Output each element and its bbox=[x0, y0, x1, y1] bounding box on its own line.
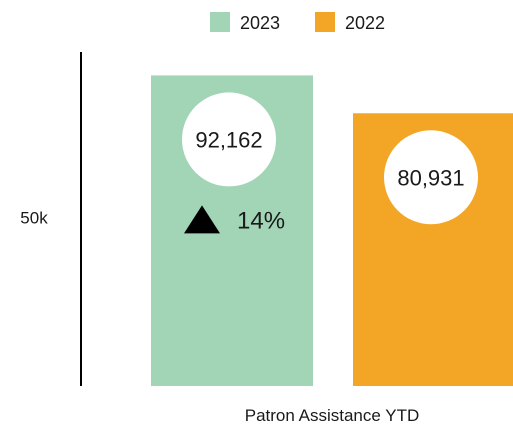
legend-swatch-2022 bbox=[315, 12, 335, 32]
x-axis-label: Patron Assistance YTD bbox=[245, 406, 420, 425]
up-arrow-icon bbox=[184, 205, 220, 234]
legend-swatch-2023 bbox=[210, 12, 230, 32]
legend: 2023 2022 bbox=[210, 12, 385, 33]
data-label-2023: 92,162 bbox=[195, 127, 262, 152]
value-bubble-2022 bbox=[384, 130, 478, 225]
y-axis-ticks: 50k bbox=[20, 209, 48, 228]
y-tick-label: 50k bbox=[20, 209, 48, 228]
data-label-2022: 80,931 bbox=[397, 165, 464, 190]
legend-label-2022: 2022 bbox=[345, 13, 385, 33]
change-percent-label: 14% bbox=[237, 207, 285, 234]
legend-label-2023: 2023 bbox=[240, 13, 280, 33]
value-bubble-2023 bbox=[182, 92, 276, 187]
bars: 92,162 14% 80,931 bbox=[151, 75, 513, 387]
